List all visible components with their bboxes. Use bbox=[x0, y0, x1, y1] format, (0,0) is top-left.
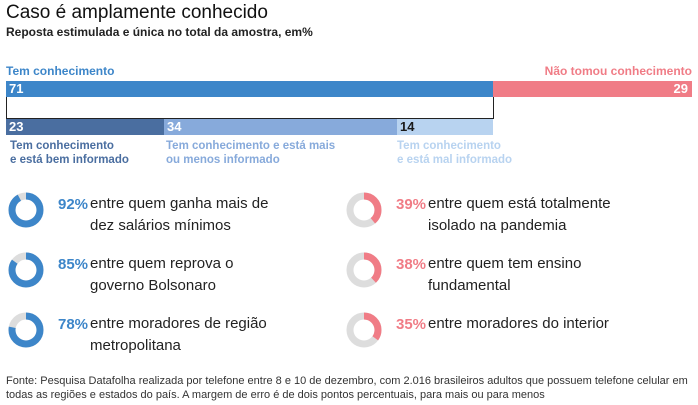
legend-nao-tomou-conhecimento: Não tomou conhecimento bbox=[544, 64, 692, 78]
donut-description: entre quem está totalmente isolado na pan… bbox=[428, 193, 611, 237]
description-line: entre quem ganha mais de bbox=[90, 195, 269, 212]
chart-title: Caso é amplamente conhecido bbox=[6, 2, 268, 23]
donut-description: entre moradores do interior bbox=[428, 313, 609, 335]
label-line: ou menos informado bbox=[166, 154, 280, 166]
description-line: fundamental bbox=[428, 277, 511, 294]
description-line: entre moradores do interior bbox=[428, 315, 609, 332]
label-line: e está mal informado bbox=[397, 154, 513, 166]
donut-percent-label: 85% bbox=[58, 256, 89, 273]
description-line: dez salários mínimos bbox=[90, 217, 231, 234]
bracket-connector bbox=[6, 97, 494, 119]
donut-percent-label: 92% bbox=[58, 196, 89, 213]
description-line: metropolitana bbox=[90, 337, 181, 354]
description-line: isolado na pandemia bbox=[428, 217, 567, 234]
segment-label-mal-informado: Tem conhecimento e está mal informado bbox=[397, 139, 537, 167]
description-line: entre moradores de região bbox=[90, 315, 267, 332]
description-line: entre quem reprova o bbox=[90, 255, 234, 272]
segment-label-bem-informado: Tem conhecimento e está bem informado bbox=[10, 139, 160, 167]
donut-description: entre quem tem ensino fundamental bbox=[428, 253, 581, 297]
donut-slice bbox=[346, 312, 382, 348]
donut-slice bbox=[346, 252, 382, 288]
donut-slice bbox=[8, 312, 44, 348]
donut-chart bbox=[346, 312, 382, 348]
bar-value-nao-tomou-conhecimento: 29 bbox=[673, 81, 688, 96]
bar-value-bem-informado: 23 bbox=[9, 119, 24, 134]
donut-slice bbox=[346, 192, 382, 228]
bar-value-tem-conhecimento: 71 bbox=[9, 81, 24, 96]
bar-segment-mais-ou-menos-informado: 34 bbox=[164, 119, 397, 135]
segment-label-mais-ou-menos-informado: Tem conhecimento e está mais ou menos in… bbox=[166, 139, 396, 167]
footer-source: Fonte: Pesquisa Datafolha realizada por … bbox=[6, 375, 688, 401]
donut-percent-label: 39% bbox=[396, 196, 427, 213]
chart-subtitle: Reposta estimulada e única no total da a… bbox=[6, 25, 313, 39]
donut-chart bbox=[8, 252, 44, 288]
donut-slice bbox=[8, 192, 44, 228]
main-stacked-bar: 71 29 bbox=[6, 81, 692, 97]
donut-chart bbox=[8, 192, 44, 228]
bar-segment-tem-conhecimento: 71 bbox=[6, 81, 493, 97]
bar-segment-bem-informado: 23 bbox=[6, 119, 164, 135]
description-line: governo Bolsonaro bbox=[90, 277, 216, 294]
bar-value-mais-ou-menos-informado: 34 bbox=[167, 119, 182, 134]
description-line: entre quem está totalmente bbox=[428, 195, 611, 212]
bar-value-mal-informado: 14 bbox=[400, 119, 415, 134]
donut-chart bbox=[8, 312, 44, 348]
bar-segment-mal-informado: 14 bbox=[397, 119, 493, 135]
label-line: Tem conhecimento bbox=[397, 140, 501, 152]
donut-description: entre moradores de região metropolitana bbox=[90, 313, 267, 357]
label-line: Tem conhecimento bbox=[10, 140, 114, 152]
bar-segment-nao-tomou-conhecimento: 29 bbox=[493, 81, 692, 97]
donut-chart bbox=[346, 192, 382, 228]
label-line: Tem conhecimento e está mais bbox=[166, 140, 336, 152]
donut-description: entre quem ganha mais de dez salários mín… bbox=[90, 193, 268, 237]
legend-tem-conhecimento: Tem conhecimento bbox=[6, 64, 115, 78]
description-line: entre quem tem ensino bbox=[428, 255, 582, 272]
label-line: e está bem informado bbox=[10, 154, 129, 166]
donut-percent-label: 35% bbox=[396, 316, 427, 333]
donut-slice bbox=[8, 252, 44, 288]
donut-chart bbox=[346, 252, 382, 288]
donut-percent-label: 78% bbox=[58, 316, 89, 333]
donut-description: entre quem reprova o governo Bolsonaro bbox=[90, 253, 233, 297]
detail-stacked-bar: 23 34 14 bbox=[6, 119, 493, 135]
donut-percent-label: 38% bbox=[396, 256, 427, 273]
